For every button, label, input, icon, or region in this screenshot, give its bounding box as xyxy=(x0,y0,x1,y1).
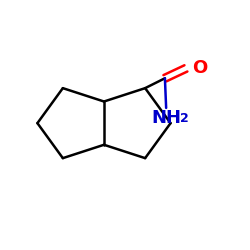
Text: O: O xyxy=(192,59,207,77)
Text: NH: NH xyxy=(151,109,181,127)
Text: 2: 2 xyxy=(180,112,188,125)
